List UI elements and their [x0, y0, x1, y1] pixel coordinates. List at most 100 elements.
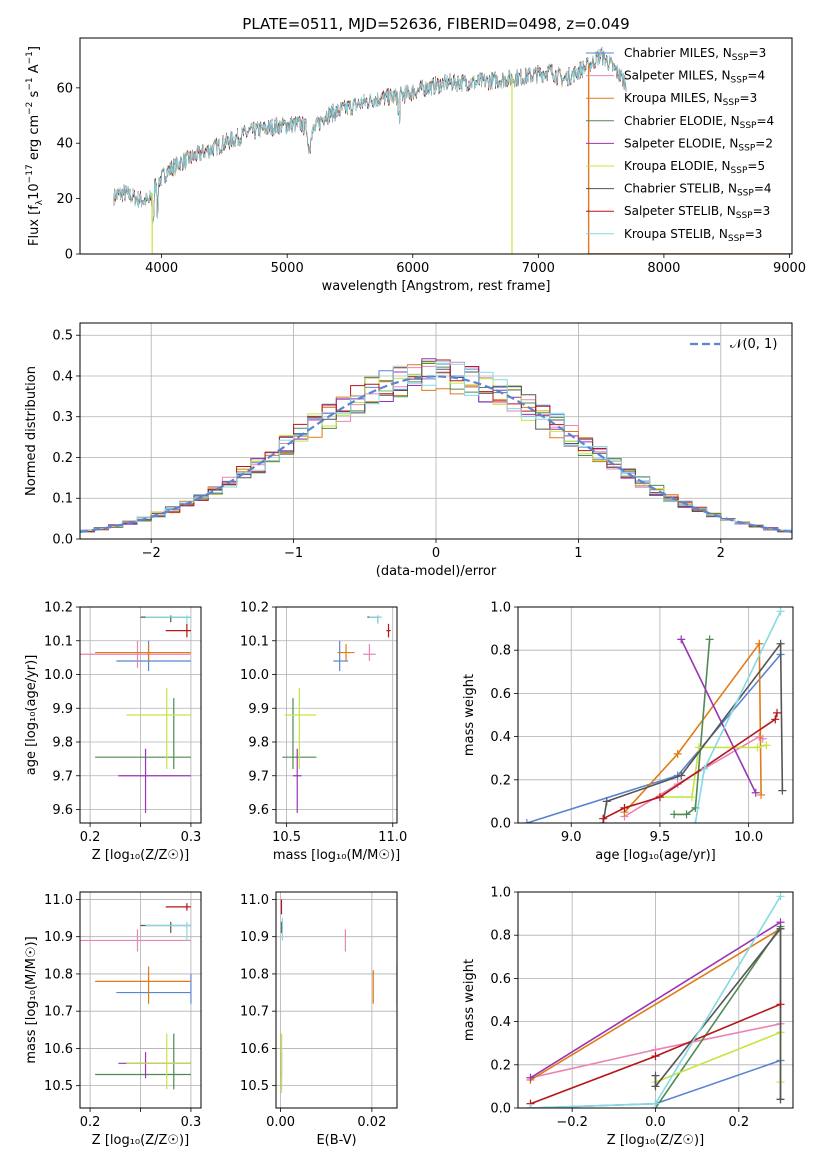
weight-marker: [682, 810, 691, 819]
legend-entry-label: Chabrier MILES, N: [624, 46, 732, 60]
y-axis-label: mass weight: [462, 674, 477, 756]
weight-marker: [776, 639, 785, 648]
axes-frame: [79, 322, 793, 540]
error-bars: [280, 899, 397, 1094]
y-axis-label-part: A: [27, 64, 42, 77]
legend-entry-label: Salpeter STELIB, N: [624, 204, 736, 218]
x-tick-label: −2: [142, 546, 161, 561]
y-tick-label: 9.6: [248, 803, 269, 818]
x-tick-label: 0.2: [728, 1115, 749, 1130]
weight-line-kroupa-miles: [530, 928, 781, 1081]
y-tick-label: 10.5: [44, 1079, 73, 1094]
x-tick-label: 4000: [145, 261, 178, 276]
histogram-kroupa-stelib: [80, 361, 792, 533]
weight-line-salpeter-miles: [624, 735, 764, 818]
y-tick-label: 60: [56, 81, 73, 96]
x-tick-label: 0: [432, 546, 440, 561]
legend-entry-eq: =: [745, 227, 755, 241]
weight-line-chabrier-elodie: [674, 639, 711, 816]
y-tick-label: 10.5: [240, 1079, 269, 1094]
y-tick-label: 0.1: [52, 492, 73, 507]
y-tick-label: 20: [56, 192, 73, 207]
y-axis-label: mass weight: [462, 959, 477, 1041]
legend-entry-n: 3: [750, 91, 758, 105]
weight-marker: [620, 803, 629, 812]
weight-marker: [773, 708, 782, 717]
y-tick-label: 10.7: [44, 1005, 73, 1020]
legend-entry: Chabrier STELIB, NSSP=4: [624, 182, 772, 199]
weight-marker: [778, 786, 787, 795]
weight-marker: [602, 797, 611, 806]
legend-entry: Kroupa STELIB, NSSP=3: [624, 227, 762, 244]
y-tick-label: 10.2: [44, 601, 73, 616]
weight-line-chabrier-miles: [526, 653, 782, 823]
axes-frame: [275, 606, 398, 824]
weight-marker: [776, 1000, 785, 1009]
legend-entry: Salpeter ELODIE, NSSP=2: [624, 136, 773, 153]
weight-marker: [771, 715, 780, 724]
x-tick-label: 0.2: [80, 1115, 101, 1130]
legend-entry-sub: SSP: [723, 98, 740, 108]
y-tick-label: 10.9: [44, 930, 73, 945]
legend-entry: Chabrier ELODIE, NSSP=4: [624, 114, 774, 131]
x-tick-label: 9000: [773, 261, 806, 276]
x-axis-label: age [log₁₀(age/yr)]: [595, 848, 716, 863]
legend-entry-n: 2: [765, 136, 773, 150]
legend-entry-label: Kroupa MILES, N: [624, 91, 723, 105]
y-tick-label: 40: [56, 137, 73, 152]
weight-marker: [677, 771, 686, 780]
x-axis-label: wavelength [Angstrom, rest frame]: [322, 279, 551, 294]
y-axis-label-part: 10: [27, 183, 42, 200]
legend-entry-sub: SSP: [728, 234, 745, 244]
x-tick-label: 0.2: [80, 830, 101, 845]
y-axis-label-part: −17: [25, 164, 35, 183]
x-tick-label: 0.00: [266, 1115, 295, 1130]
weight-marker: [776, 892, 785, 901]
x-tick-label: 10.0: [734, 830, 763, 845]
error-bars: [80, 903, 192, 1090]
legend-entry: 𝒩(0, 1): [730, 337, 777, 352]
y-tick-label: 10.6: [240, 1042, 269, 1057]
axes-frame: [79, 606, 202, 824]
weight-marker: [691, 819, 700, 823]
x-tick-label: 11.0: [378, 830, 407, 845]
spectrum-line-chabrier-elodie: [113, 49, 627, 223]
spectrum-line-chabrier-miles: [113, 49, 627, 224]
legend-entry-eq: =: [754, 182, 764, 196]
x-tick-label: −1: [284, 546, 303, 561]
spectrum-line-salpeter-elodie: [113, 47, 627, 224]
legend-entry: Kroupa ELODIE, NSSP=5: [624, 159, 765, 176]
x-tick-label: 0.02: [357, 1115, 386, 1130]
y-tick-label: 9.6: [52, 803, 73, 818]
legend-entry-n: 3: [759, 46, 767, 60]
legend-entry: Kroupa MILES, NSSP=3: [624, 91, 757, 108]
legend-entry-sub: SSP: [731, 76, 748, 86]
mass_weight_vs_Z-panel: −0.2 0.0 0.2 0.0 0.2 0.4 0.6 0.8 1.0 Z [log₁₀(Z/Z…: [462, 886, 794, 1148]
x-tick-label: 0.0: [645, 1115, 666, 1130]
y-tick-label: 10.1: [44, 634, 73, 649]
legend-entry: Salpeter STELIB, NSSP=3: [624, 204, 770, 221]
y-tick-label: 0.0: [52, 533, 73, 548]
y-tick-label: 10.8: [44, 967, 73, 982]
x-axis-label: Z [log₁₀(Z/Z☉)]: [92, 848, 189, 863]
legend-entry-label: Chabrier ELODIE, N: [624, 114, 740, 128]
x-axis-label: (data-model)/error: [376, 564, 497, 579]
y-axis-label-part: −1: [25, 51, 35, 64]
legend-entry-n: 4: [764, 182, 772, 196]
weight-marker: [762, 741, 771, 750]
error-bars: [80, 615, 191, 813]
legend-entry-label: Kroupa ELODIE, N: [624, 159, 731, 173]
y-tick-label: 0.2: [52, 451, 73, 466]
y-tick-label: 10.8: [240, 967, 269, 982]
weight-marker: [700, 765, 709, 773]
y-axis-label-part: s: [27, 90, 42, 101]
error-bars: [282, 615, 391, 813]
y-tick-label: 0.0: [490, 1102, 511, 1117]
y-axis-label: Normed distribution: [24, 366, 39, 496]
y-axis-label-part: −2: [25, 102, 35, 115]
legend-entry-sub: SSP: [731, 166, 748, 176]
x-axis-label: E(B-V): [316, 1133, 356, 1148]
weight-marker: [755, 732, 764, 741]
